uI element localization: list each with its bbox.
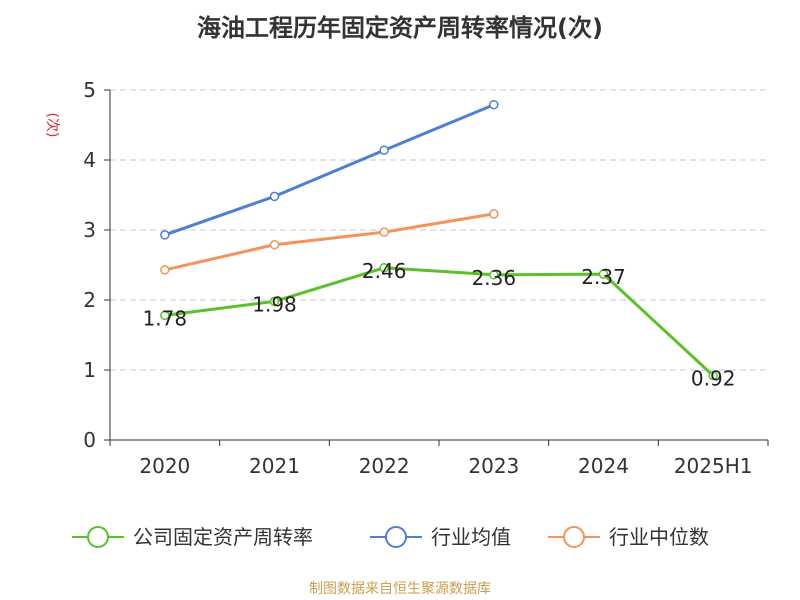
legend-label: 行业均值 [431, 525, 511, 549]
data-point [269, 239, 280, 250]
legend: 公司固定资产周转率 行业均值 行业中位数 [72, 525, 709, 549]
x-tick-label: 2022 [359, 454, 410, 478]
data-point [489, 209, 499, 219]
series-line [164, 212, 495, 272]
data-point [160, 230, 170, 240]
data-point [269, 191, 280, 202]
data-point [160, 265, 170, 275]
legend-label: 公司固定资产周转率 [133, 525, 313, 549]
y-tick-label: 2 [83, 288, 96, 312]
data-label: 2.36 [472, 266, 517, 290]
data-point [160, 310, 170, 321]
x-tick-label: 2024 [578, 454, 629, 478]
axes: 0 1 2 3 4 5 2020 2021 2022 2023 2024 2025H1 (次) [44, 78, 769, 478]
legend-marker [563, 526, 585, 548]
x-tick-label: 2023 [468, 454, 519, 478]
data-label: 0.92 [691, 367, 736, 391]
y-tick-label: 0 [83, 428, 96, 452]
x-tick-label: 2025H1 [674, 454, 753, 478]
data-label: 2.46 [362, 259, 407, 283]
y-tick-label: 3 [83, 218, 96, 242]
chart-title: 海油工程历年固定资产周转率情况(次) [197, 14, 603, 42]
source-note: 制图数据来自恒生聚源数据库 [309, 581, 491, 597]
x-tick-label: 2020 [139, 454, 190, 478]
series-line [164, 266, 715, 377]
legend-label: 行业中位数 [609, 525, 709, 549]
series-line [164, 103, 495, 237]
legend-marker [87, 526, 109, 548]
data-point [379, 227, 389, 237]
data-point [489, 99, 499, 110]
data-label: 2.37 [581, 265, 626, 289]
y-axis-label: (次) [44, 113, 60, 138]
x-tick-label: 2021 [249, 454, 300, 478]
data-point [379, 145, 389, 155]
data-point [489, 270, 499, 280]
y-tick-label: 4 [83, 148, 96, 172]
data-point [269, 296, 280, 307]
legend-marker [385, 526, 407, 548]
data-point [379, 263, 389, 273]
data-point [598, 269, 609, 279]
data-point [708, 370, 718, 381]
y-tick-label: 5 [83, 78, 96, 102]
data-label: 1.78 [143, 306, 188, 330]
data-labels: 1.78 1.98 2.46 2.36 2.37 0.92 [143, 259, 736, 391]
series-lines [160, 99, 718, 381]
y-tick-label: 1 [83, 358, 96, 382]
grid-lines [110, 89, 768, 371]
data-label: 1.98 [252, 292, 297, 316]
